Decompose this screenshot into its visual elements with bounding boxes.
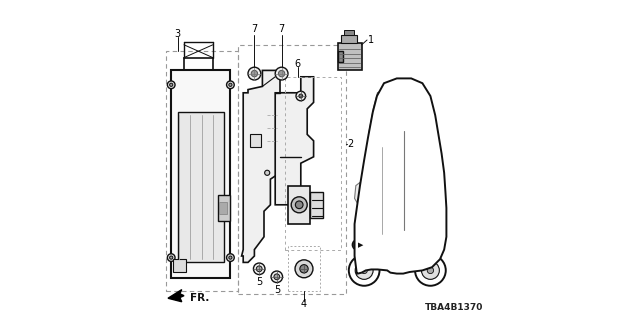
Circle shape — [419, 195, 425, 202]
Circle shape — [352, 240, 362, 250]
Circle shape — [300, 265, 308, 273]
Circle shape — [248, 67, 261, 80]
Text: TBA4B1370: TBA4B1370 — [425, 303, 484, 312]
Text: 1: 1 — [368, 35, 374, 45]
Circle shape — [291, 197, 307, 213]
Circle shape — [415, 255, 445, 286]
Text: 5: 5 — [274, 284, 280, 295]
Bar — [250, 134, 261, 147]
Bar — [285, 77, 341, 250]
Circle shape — [422, 261, 439, 279]
Bar — [338, 43, 362, 70]
Circle shape — [227, 81, 234, 89]
Circle shape — [296, 201, 303, 209]
Text: 3: 3 — [175, 28, 180, 39]
Circle shape — [274, 274, 280, 280]
Bar — [166, 51, 239, 291]
Circle shape — [168, 254, 175, 261]
Text: 2: 2 — [348, 139, 353, 149]
Bar — [288, 186, 310, 224]
Circle shape — [361, 267, 367, 274]
Circle shape — [229, 256, 232, 259]
Bar — [218, 195, 230, 221]
Polygon shape — [406, 86, 434, 134]
Polygon shape — [168, 290, 184, 302]
Polygon shape — [355, 182, 361, 205]
Bar — [173, 259, 186, 272]
Circle shape — [390, 195, 396, 202]
Circle shape — [251, 70, 257, 77]
Text: 4: 4 — [301, 299, 307, 309]
Circle shape — [253, 263, 265, 275]
Circle shape — [349, 255, 380, 286]
Circle shape — [170, 83, 173, 86]
Circle shape — [227, 254, 234, 261]
Text: 7: 7 — [278, 24, 285, 34]
Bar — [178, 112, 224, 262]
Circle shape — [271, 271, 283, 283]
Circle shape — [229, 83, 232, 86]
Polygon shape — [355, 78, 447, 274]
Circle shape — [265, 170, 270, 175]
Circle shape — [170, 256, 173, 259]
Circle shape — [275, 67, 288, 80]
Text: 7: 7 — [252, 24, 257, 34]
Bar — [172, 70, 230, 278]
Bar — [288, 246, 320, 291]
Circle shape — [355, 261, 373, 279]
Text: ▶: ▶ — [358, 242, 364, 248]
Bar — [390, 82, 411, 90]
Polygon shape — [369, 86, 404, 144]
Bar — [338, 51, 344, 62]
Circle shape — [168, 81, 175, 89]
Circle shape — [295, 260, 313, 278]
Bar — [341, 35, 357, 43]
Polygon shape — [242, 70, 293, 262]
Circle shape — [386, 114, 394, 123]
Text: FR.: FR. — [191, 293, 210, 303]
Bar — [344, 30, 354, 35]
Bar — [310, 192, 323, 218]
Circle shape — [296, 91, 306, 101]
Circle shape — [428, 267, 434, 274]
Bar — [219, 202, 227, 214]
Text: 6: 6 — [294, 59, 301, 69]
Polygon shape — [275, 77, 314, 205]
Circle shape — [299, 94, 303, 98]
Text: 5: 5 — [257, 276, 262, 287]
Circle shape — [256, 266, 262, 272]
Bar — [239, 45, 346, 294]
Circle shape — [278, 70, 285, 77]
Polygon shape — [374, 147, 379, 154]
